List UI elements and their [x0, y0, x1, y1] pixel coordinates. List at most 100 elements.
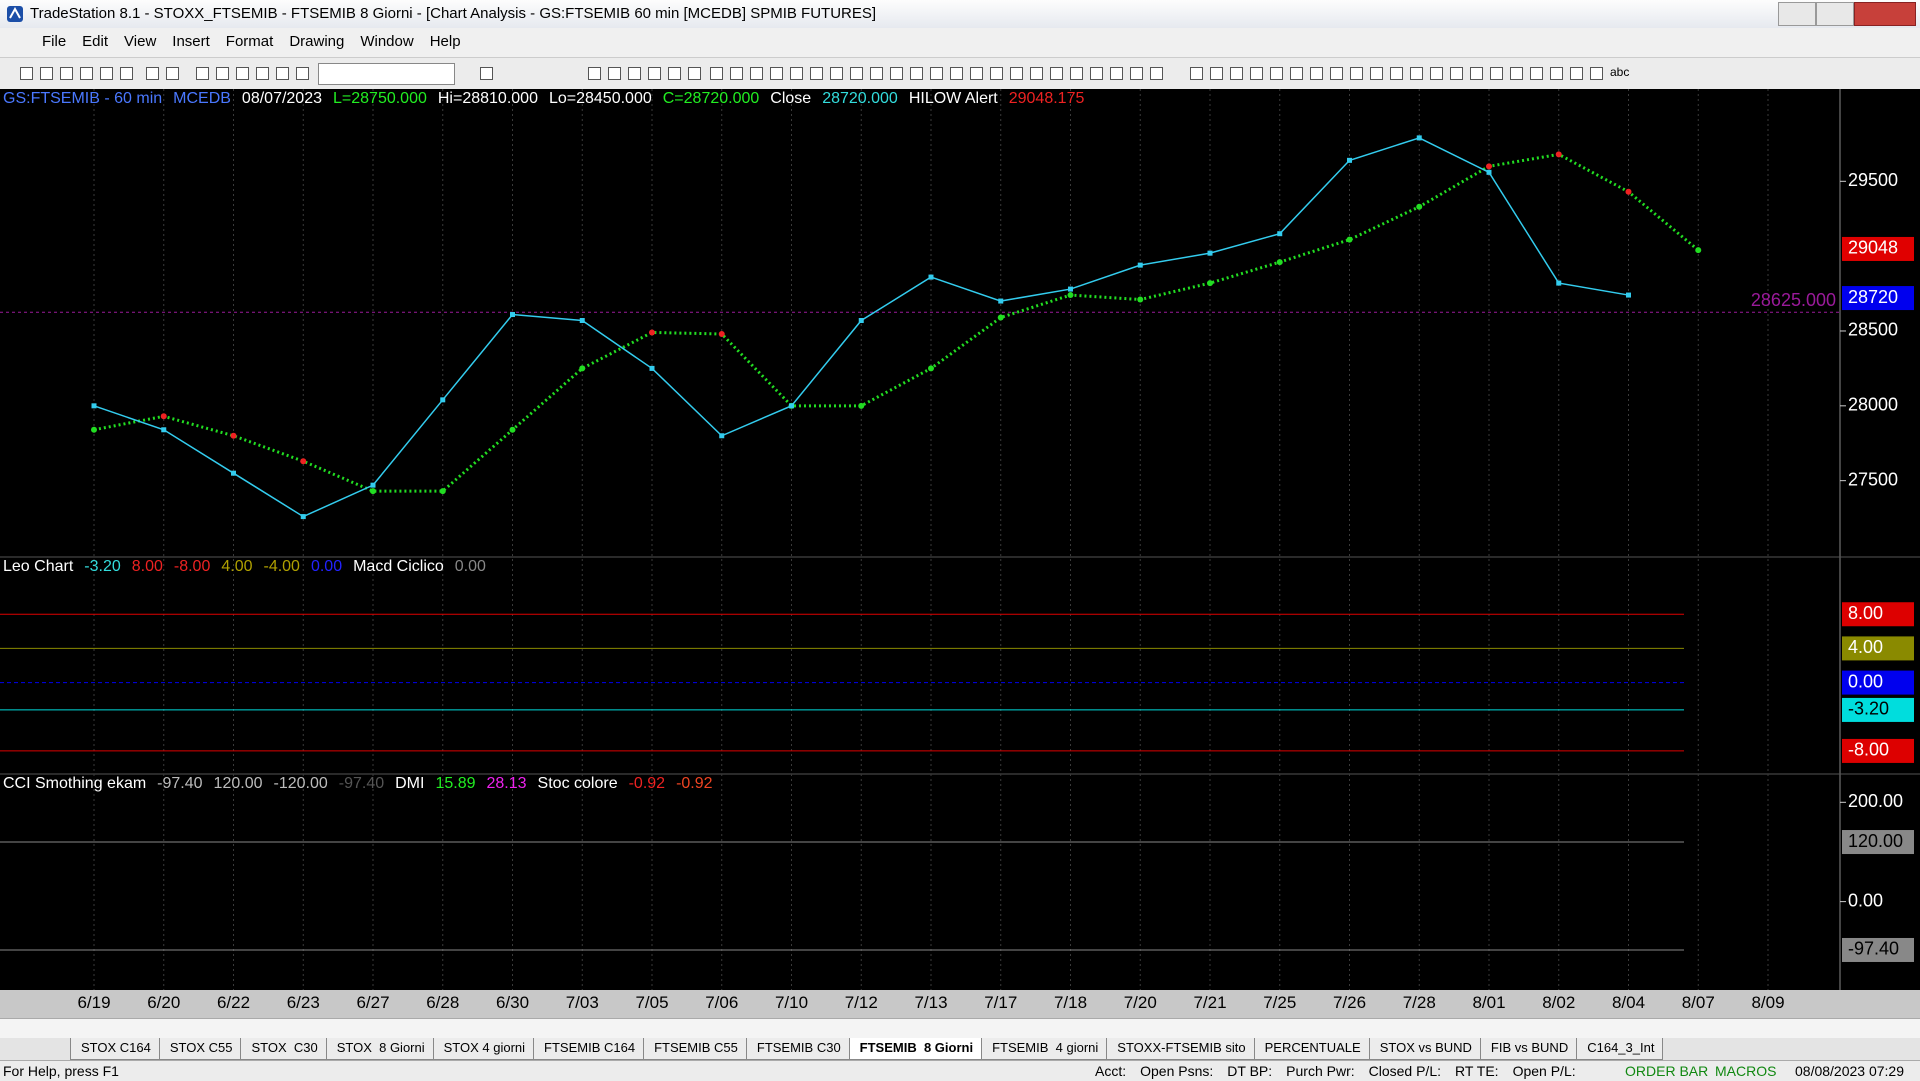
- menu-item[interactable]: View: [124, 33, 157, 50]
- toolbar-button[interactable]: [1370, 67, 1383, 80]
- toolbar-button[interactable]: [1350, 67, 1363, 80]
- toolbar-button[interactable]: [1050, 67, 1063, 80]
- menu-item[interactable]: Insert: [172, 33, 210, 50]
- toolbar-button[interactable]: [1550, 67, 1563, 80]
- toolbar-button[interactable]: [1570, 67, 1583, 80]
- tab[interactable]: STOX 8 Giorni: [325, 1038, 434, 1060]
- toolbar-button[interactable]: [668, 67, 681, 80]
- toolbar-button[interactable]: [1530, 67, 1543, 80]
- toolbar-button[interactable]: [100, 67, 113, 80]
- tab[interactable]: C164_3_Int: [1576, 1038, 1664, 1060]
- toolbar-button[interactable]: [790, 67, 803, 80]
- toolbar-button[interactable]: [1210, 67, 1223, 80]
- toolbar-button[interactable]: [1230, 67, 1243, 80]
- toolbar-button[interactable]: [1290, 67, 1303, 80]
- toolbar-button[interactable]: [40, 67, 53, 80]
- toolbar-button[interactable]: [276, 67, 289, 80]
- toolbar-button[interactable]: [20, 67, 33, 80]
- toolbar-button[interactable]: [950, 67, 963, 80]
- toolbar-button[interactable]: [480, 67, 493, 80]
- tab[interactable]: FIB vs BUND: [1479, 1038, 1578, 1060]
- tab[interactable]: STOX 4 giorni: [432, 1038, 535, 1060]
- tab[interactable]: FTSEMIB 4 giorni: [981, 1038, 1108, 1060]
- macros[interactable]: MACROS: [1715, 1063, 1777, 1079]
- toolbar-button[interactable]: [1090, 67, 1103, 80]
- tab[interactable]: STOX C164: [70, 1038, 160, 1060]
- toolbar-button[interactable]: [1470, 67, 1483, 80]
- toolbar-button[interactable]: [216, 67, 229, 80]
- toolbar-button[interactable]: [1250, 67, 1263, 80]
- toolbar-button[interactable]: [196, 67, 209, 80]
- toolbar-button[interactable]: [1150, 67, 1163, 80]
- tab[interactable]: PERCENTUALE: [1253, 1038, 1370, 1060]
- toolbar-button[interactable]: [1070, 67, 1083, 80]
- close-button[interactable]: [1854, 2, 1916, 26]
- toolbar-button[interactable]: [648, 67, 661, 80]
- toolbar-button[interactable]: [1450, 67, 1463, 80]
- toolbar-button[interactable]: [810, 67, 823, 80]
- toolbar-button[interactable]: [1510, 67, 1523, 80]
- toolbar-button[interactable]: [146, 67, 159, 80]
- tab[interactable]: STOXX-FTSEMIB sito: [1106, 1038, 1255, 1060]
- toolbar-button[interactable]: [1270, 67, 1283, 80]
- menu-item[interactable]: Format: [225, 33, 274, 50]
- toolbar-button[interactable]: [970, 67, 983, 80]
- menu-item[interactable]: Edit: [82, 33, 109, 50]
- toolbar-button[interactable]: [1110, 67, 1123, 80]
- toolbar-button[interactable]: [1330, 67, 1343, 80]
- tab[interactable]: STOX C55: [158, 1038, 242, 1060]
- toolbar-button[interactable]: [80, 67, 93, 80]
- menu-item[interactable]: File: [42, 33, 67, 50]
- toolbar-button[interactable]: [688, 67, 701, 80]
- maximize-button[interactable]: [1816, 2, 1854, 26]
- header-text: Macd Ciclico: [353, 558, 444, 575]
- toolbar-button[interactable]: [890, 67, 903, 80]
- menu-item[interactable]: Drawing: [289, 33, 345, 50]
- level-label: 200.00: [1848, 791, 1903, 811]
- tab[interactable]: STOX C30: [240, 1038, 327, 1060]
- minimize-button[interactable]: [1778, 2, 1816, 26]
- toolbar-button[interactable]: [750, 67, 763, 80]
- tab[interactable]: STOX vs BUND: [1368, 1038, 1481, 1060]
- toolbar-button[interactable]: [730, 67, 743, 80]
- toolbar-button[interactable]: [770, 67, 783, 80]
- menu-item[interactable]: Help: [429, 33, 461, 50]
- menu-item[interactable]: Window: [360, 33, 414, 50]
- toolbar-button[interactable]: [628, 67, 641, 80]
- toolbar-button[interactable]: [236, 67, 249, 80]
- toolbar-button[interactable]: [850, 67, 863, 80]
- level-label: 120.00: [1848, 831, 1903, 851]
- toolbar-button[interactable]: [60, 67, 73, 80]
- toolbar-button[interactable]: [166, 67, 179, 80]
- toolbar-button[interactable]: [256, 67, 269, 80]
- toolbar-button[interactable]: [870, 67, 883, 80]
- toolbar-button[interactable]: [120, 67, 133, 80]
- symbol-combo[interactable]: [318, 63, 455, 85]
- toolbar-button[interactable]: [830, 67, 843, 80]
- toolbar-button[interactable]: [608, 67, 621, 80]
- tab[interactable]: FTSEMIB C164: [533, 1038, 645, 1060]
- toolbar-button[interactable]: [296, 67, 309, 80]
- tab[interactable]: FTSEMIB 8 Giorni: [848, 1038, 983, 1060]
- toolbar-button[interactable]: [910, 67, 923, 80]
- toolbar-button[interactable]: [1010, 67, 1023, 80]
- status-field: DT BP:: [1227, 1063, 1273, 1079]
- tab[interactable]: FTSEMIB C55: [643, 1038, 747, 1060]
- toolbar-button[interactable]: [1030, 67, 1043, 80]
- toolbar-button[interactable]: [588, 67, 601, 80]
- toolbar-button[interactable]: [1590, 67, 1603, 80]
- chart-background: [0, 89, 1920, 990]
- toolbar-button[interactable]: [1430, 67, 1443, 80]
- toolbar-button[interactable]: [1190, 67, 1203, 80]
- toolbar-button[interactable]: [1390, 67, 1403, 80]
- toolbar-button[interactable]: [1130, 67, 1143, 80]
- toolbar-button[interactable]: [930, 67, 943, 80]
- toolbar-button[interactable]: [710, 67, 723, 80]
- toolbar-button[interactable]: [1310, 67, 1323, 80]
- scrollbar[interactable]: [0, 1018, 1920, 1039]
- order-bar[interactable]: ORDER BAR: [1625, 1063, 1709, 1079]
- toolbar-button[interactable]: [1490, 67, 1503, 80]
- tab[interactable]: FTSEMIB C30: [745, 1038, 850, 1060]
- toolbar-button[interactable]: [1410, 67, 1423, 80]
- toolbar-button[interactable]: [990, 67, 1003, 80]
